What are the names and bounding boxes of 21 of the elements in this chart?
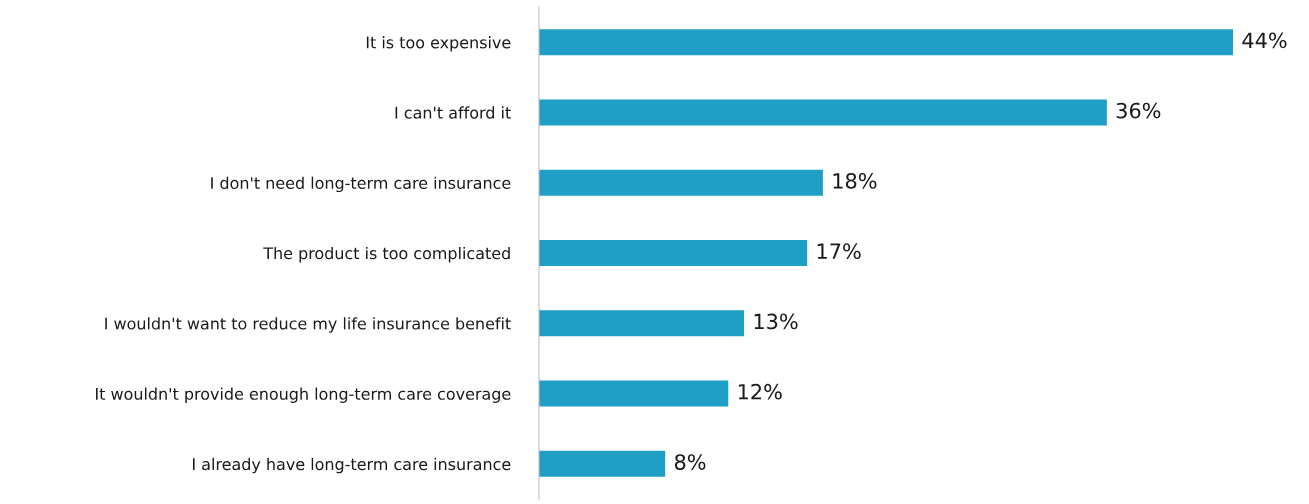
y-tick-label: I can't afford it xyxy=(395,106,511,119)
bar xyxy=(539,310,745,337)
y-tick-label: The product is too complicated xyxy=(263,246,510,263)
data-label: 17% xyxy=(817,243,861,260)
bar xyxy=(539,169,823,196)
bar xyxy=(539,450,666,477)
data-label: 12% xyxy=(738,383,782,400)
data-label: 44% xyxy=(1242,32,1287,49)
bar xyxy=(539,29,1234,56)
data-label: 8% xyxy=(674,454,706,470)
data-label: 36% xyxy=(1116,102,1161,119)
y-tick-label: I already have long-term care insurance xyxy=(193,457,511,474)
bar xyxy=(539,99,1107,126)
data-label: 13% xyxy=(754,313,798,330)
y-tick-label: I wouldn't want to reduce my life insurance benefit xyxy=(105,317,511,333)
bar xyxy=(539,380,729,407)
y-tick-label: I don't need long-term care insurance xyxy=(211,176,511,193)
data-label: 18% xyxy=(833,173,877,189)
y-tick-label: It wouldn't provide enough long-term care coverage xyxy=(96,387,511,403)
y-tick-label: It is too expensive xyxy=(366,36,511,52)
bar xyxy=(539,240,808,266)
